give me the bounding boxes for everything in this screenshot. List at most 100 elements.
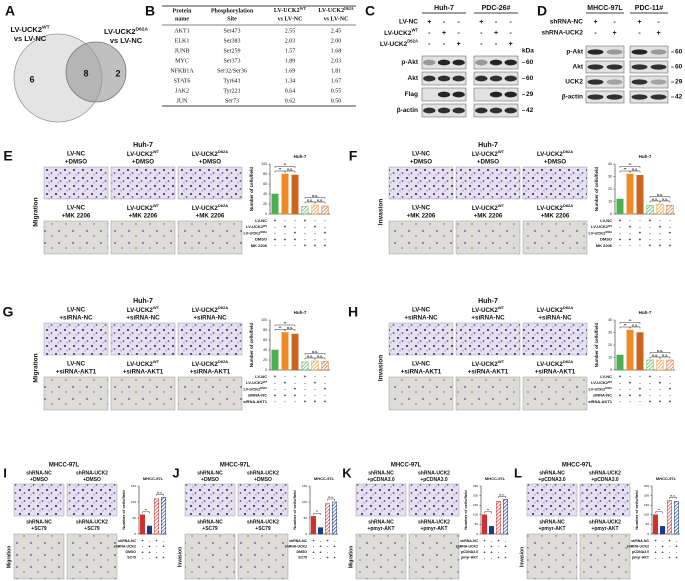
sig-bracket bbox=[314, 357, 326, 360]
bar bbox=[482, 514, 487, 535]
condition-sign: - bbox=[327, 549, 329, 554]
micrograph bbox=[66, 533, 118, 580]
image-label-main: LV-UCK2 bbox=[537, 151, 564, 158]
condition-sign: - bbox=[619, 224, 621, 229]
condition-sign: + bbox=[669, 387, 672, 392]
panel-title: Huh-7 bbox=[133, 142, 153, 149]
bar bbox=[656, 359, 664, 371]
blot-band bbox=[606, 64, 623, 70]
blot-condition-sup: D62A bbox=[407, 39, 418, 44]
micrograph bbox=[66, 483, 118, 517]
sig-bracket bbox=[284, 170, 296, 173]
sig-bracket bbox=[629, 170, 641, 173]
condition-sign: + bbox=[294, 237, 297, 242]
image-label: LV-NC bbox=[67, 307, 86, 314]
condition-sign: + bbox=[661, 544, 664, 549]
blot-band bbox=[423, 107, 436, 114]
condition-sign: + bbox=[619, 237, 622, 242]
table-cell: 2.03 bbox=[285, 38, 296, 44]
condition-sign: - bbox=[324, 218, 326, 223]
bar bbox=[301, 206, 309, 215]
condition-sign: - bbox=[284, 399, 286, 404]
image-label: +pCDNA3.0 bbox=[538, 477, 566, 483]
y-tick-label: 200 bbox=[473, 493, 478, 497]
condition-sign: - bbox=[314, 374, 316, 379]
sig-label: ** bbox=[145, 508, 148, 512]
sig-label: n.s. bbox=[312, 194, 318, 198]
panel-letter: I bbox=[3, 465, 7, 480]
condition-label: shRNA-NC bbox=[460, 539, 478, 543]
blot-condition: LV-UCK2D62A bbox=[380, 39, 418, 48]
image-label: LV-UCK2WT bbox=[472, 359, 505, 368]
micrograph bbox=[408, 533, 460, 580]
panel-title: Huh-7 bbox=[133, 298, 153, 305]
sig-label: ** bbox=[284, 163, 287, 167]
condition-sign: + bbox=[284, 237, 287, 242]
image-label: +pmyr-AKT bbox=[591, 526, 618, 532]
condition-sign: + bbox=[312, 549, 315, 554]
sig-label: n.s. bbox=[287, 326, 293, 330]
condition-sign: - bbox=[304, 224, 306, 229]
condition-sign: - bbox=[639, 399, 641, 404]
condition-sign: - bbox=[505, 538, 507, 543]
condition-sign: - bbox=[619, 387, 621, 392]
image-label: +SC79 bbox=[84, 526, 100, 532]
condition-label: SC79 bbox=[127, 556, 136, 560]
blot-band bbox=[437, 107, 451, 114]
condition-label: shRNA-UCK2 bbox=[285, 545, 307, 549]
condition-sign: + bbox=[649, 218, 652, 223]
condition-sign: - bbox=[274, 387, 276, 392]
y-tick-label: 100 bbox=[261, 162, 267, 166]
sig-bracket bbox=[659, 356, 671, 359]
image-label: LV-UCK2D62A bbox=[537, 305, 573, 314]
condition-sign: + bbox=[148, 549, 151, 554]
condition-sign: + bbox=[333, 555, 336, 560]
condition-sign: + bbox=[497, 555, 500, 560]
condition-sign: - bbox=[629, 231, 631, 236]
image-label: shRNA-UCK2 bbox=[76, 470, 108, 476]
condition-label: LV-UCK2WT bbox=[246, 379, 267, 385]
micrograph bbox=[388, 322, 454, 356]
y-tick-label: 50 bbox=[646, 522, 650, 526]
y-tick-label: 20 bbox=[263, 358, 267, 362]
kda-value: 60 bbox=[675, 49, 683, 56]
venn-count: 8 bbox=[83, 68, 88, 78]
image-label-sup: WT bbox=[498, 203, 505, 208]
image-label: +siRNA-AKT1 bbox=[468, 368, 509, 375]
micrograph bbox=[110, 166, 176, 200]
image-label-main: LV-UCK2 bbox=[127, 205, 154, 212]
blot-sign: + bbox=[509, 41, 513, 48]
blot-sign: - bbox=[428, 41, 431, 48]
sig-label: ** bbox=[279, 167, 282, 171]
condition-sign: + bbox=[274, 374, 277, 379]
y-tick-label: 150 bbox=[302, 484, 307, 488]
condition-sign: + bbox=[324, 399, 327, 404]
band-label: Akt bbox=[408, 75, 419, 82]
condition-sign: - bbox=[629, 243, 631, 248]
band-label: UCK2 bbox=[565, 79, 583, 86]
condition-sign: + bbox=[639, 387, 642, 392]
assay-side-label: Migration bbox=[6, 546, 12, 569]
chart-title: Huh-7 bbox=[639, 310, 652, 315]
condition-sign: + bbox=[319, 549, 322, 554]
blot-band bbox=[452, 91, 465, 98]
band-label: β-actin bbox=[397, 107, 418, 114]
condition-sign: - bbox=[324, 224, 326, 229]
blot-band bbox=[475, 59, 488, 66]
kda-value: 29 bbox=[675, 79, 683, 86]
bar bbox=[154, 498, 159, 535]
condition-sign: - bbox=[334, 549, 336, 554]
table-cell: 0.64 bbox=[285, 88, 296, 94]
image-label: LV-UCK2D62A bbox=[537, 203, 573, 212]
sig-label: ** bbox=[316, 510, 319, 514]
table-cell: AKT1 bbox=[174, 28, 189, 34]
micrograph bbox=[177, 376, 243, 411]
bar bbox=[281, 332, 289, 371]
bar bbox=[291, 174, 299, 215]
condition-sign: + bbox=[314, 224, 317, 229]
micrograph bbox=[355, 533, 407, 580]
condition-label-sup: WT bbox=[263, 223, 267, 227]
condition-label-main: LV-UCK2 bbox=[244, 386, 262, 391]
micrograph bbox=[355, 483, 407, 517]
